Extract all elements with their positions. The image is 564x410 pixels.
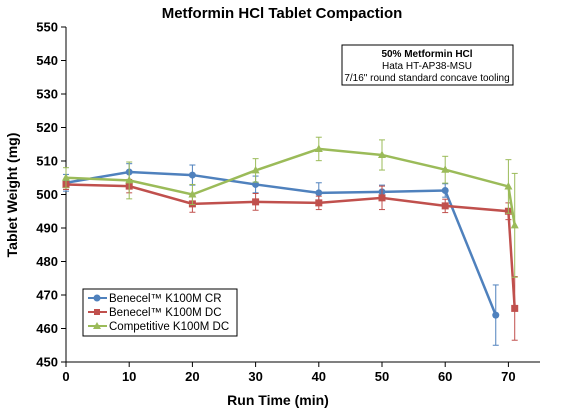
y-tick-label: 500 (36, 187, 58, 202)
legend-entry-competitive-dc: Competitive K100M DC (88, 321, 229, 333)
x-axis-label: Run Time (min) (227, 392, 329, 408)
x-tick-labels: 0 10 20 30 40 50 60 70 (62, 369, 515, 384)
data-point (252, 198, 260, 206)
annotation-line-3: 7/16" round standard concave tooling (344, 73, 509, 84)
data-point (510, 220, 519, 229)
x-tick-label: 10 (122, 369, 136, 384)
annotation-line-1: 50% Metformin HCl (381, 49, 472, 60)
annotation-line-2: Hata HT-AP38-MSU (382, 61, 472, 72)
chart-title: Metformin HCl Tablet Compaction (162, 5, 403, 22)
legend-entry-benecel-dc: Benecel™ K100M DC (88, 307, 222, 319)
data-point (504, 181, 513, 190)
plot-area (62, 136, 519, 346)
y-tick-label: 510 (36, 154, 58, 169)
y-tick-label: 450 (36, 355, 58, 370)
legend-border (82, 288, 238, 337)
data-point (315, 199, 323, 207)
data-point (252, 180, 260, 188)
data-point (188, 190, 197, 198)
data-point (62, 173, 70, 181)
data-point (378, 194, 386, 202)
data-point (511, 304, 519, 312)
data-point (492, 311, 500, 319)
x-tick-label: 50 (375, 369, 389, 384)
y-tick-label: 480 (36, 254, 58, 269)
x-tick-label: 20 (185, 369, 199, 384)
data-point (441, 165, 450, 173)
x-tick-label: 60 (438, 369, 452, 384)
legend-entry-benecel-cr: Benecel™ K100M CR (88, 293, 222, 305)
y-tick-label: 460 (36, 321, 58, 336)
y-tick-label: 520 (36, 120, 58, 135)
y-axis-label: Tablet Weight (mg) (4, 133, 20, 258)
x-tick-label: 30 (248, 369, 262, 384)
data-point (314, 144, 323, 152)
y-tick-label: 490 (36, 221, 58, 236)
y-tick-labels: 450 460 470 480 490 500 510 520 530 540 550 (36, 20, 58, 370)
annotation-border (341, 44, 514, 86)
series-line (65, 170, 497, 316)
x-tick-label: 0 (62, 369, 69, 384)
y-tick-label: 470 (36, 288, 58, 303)
data-point (251, 165, 260, 174)
annotation-box: 50% Metformin HCl Hata HT-AP38-MSU 7/16"… (341, 44, 514, 86)
legend-marker-triangle (93, 322, 101, 329)
legend-label-benecel-cr: Benecel™ K100M CR (109, 293, 222, 305)
y-tick-label: 530 (36, 87, 58, 102)
data-point (378, 150, 386, 158)
legend-marker-circle (93, 294, 101, 302)
y-tick-label: 550 (36, 20, 58, 35)
data-point (441, 202, 449, 210)
data-point (315, 189, 323, 197)
x-tick-label: 70 (501, 369, 515, 384)
y-tick-label: 540 (36, 53, 58, 68)
legend-label-competitive-dc: Competitive K100M DC (109, 321, 229, 333)
legend-label-benecel-dc: Benecel™ K100M DC (109, 307, 222, 319)
x-tick-label: 40 (312, 369, 326, 384)
axes (61, 26, 540, 367)
series-3 (62, 136, 519, 278)
data-point (188, 171, 196, 179)
data-point (441, 186, 449, 194)
data-point (125, 175, 134, 184)
legend-marker-square (94, 309, 100, 315)
legend: Benecel™ K100M CR Benecel™ K100M DC Comp… (82, 288, 238, 337)
